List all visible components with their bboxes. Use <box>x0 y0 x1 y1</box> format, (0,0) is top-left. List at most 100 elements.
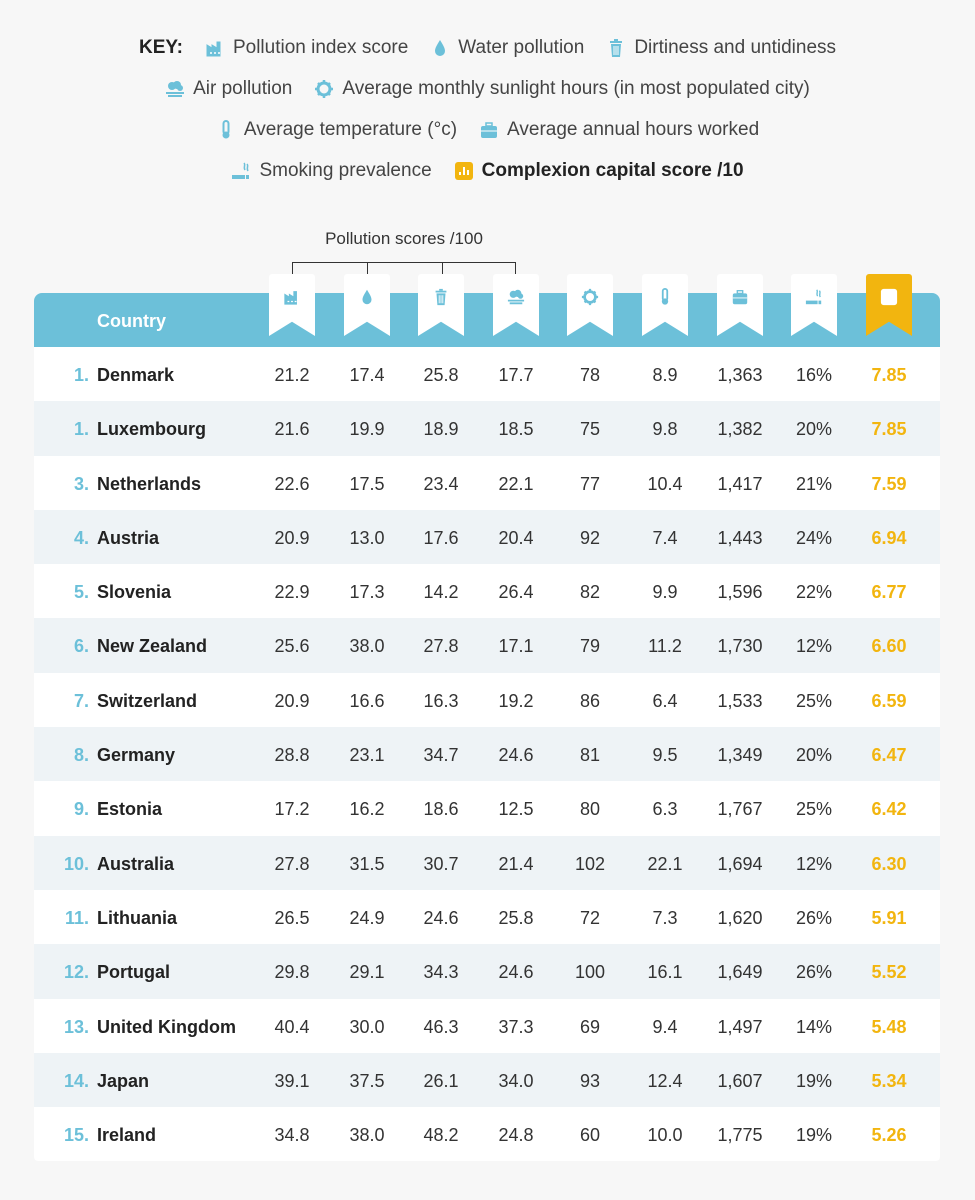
value-cell: 14.2 <box>423 582 459 603</box>
value-cell: 22.1 <box>647 853 683 874</box>
value-cell: 25.8 <box>423 365 459 385</box>
value-cell: 9.5 <box>652 745 678 766</box>
key-item-label: Water pollution <box>458 36 585 58</box>
key-item: Average monthly sunlight hours (in most … <box>314 78 810 100</box>
value-cell: 1,649 <box>717 962 763 983</box>
value-cell: 30.0 <box>349 1016 385 1037</box>
thermometer-icon <box>222 119 230 138</box>
water-drop-icon <box>362 289 372 305</box>
key-item: Average temperature (°c) <box>216 119 457 141</box>
value-cell: 18.5 <box>498 419 534 440</box>
key-item-label: Average monthly sunlight hours (in most … <box>342 77 810 99</box>
water-drop-icon <box>435 39 446 56</box>
value-cell: 19.2 <box>498 690 534 711</box>
value-cell: 22.9 <box>274 582 310 603</box>
value-cell: 37.3 <box>498 1016 534 1037</box>
score-cell: 5.91 <box>871 907 907 928</box>
value-cell: 18.9 <box>423 419 459 440</box>
trash-can-icon <box>435 288 447 306</box>
column-header-ribbon <box>269 274 315 336</box>
value-cell: 31.5 <box>349 853 385 874</box>
value-cell: 1,596 <box>717 582 763 603</box>
value-cell: 19% <box>795 1125 833 1146</box>
value-cell: 46.3 <box>423 1016 459 1037</box>
table-header: Country <box>34 274 940 347</box>
value-cell: 28.8 <box>274 745 310 766</box>
key-line: Average temperature (°c) Average annual h… <box>0 109 975 150</box>
sun-icon <box>581 288 599 306</box>
bar-chart-icon <box>454 161 473 180</box>
value-cell: 23.1 <box>349 745 385 766</box>
key-line: Air pollution Average monthly sunlight ho… <box>0 68 975 109</box>
value-cell: 75 <box>579 419 601 440</box>
value-cell: 10.4 <box>647 473 683 494</box>
value-cell: 22% <box>795 582 833 603</box>
value-cell: 12.5 <box>498 799 534 820</box>
value-cell: 21.4 <box>498 853 534 874</box>
ranking-table: Country 1. Denmark 21.2 17.4 25.8 17.7 78 8.9… <box>34 274 940 1162</box>
table-row: 10. Australia 27.8 31.5 30.7 21.4 102 22.1 1,6… <box>34 835 940 890</box>
value-cell: 81 <box>579 745 601 766</box>
value-cell: 16.3 <box>423 690 459 711</box>
score-cell: 7.59 <box>871 473 907 494</box>
key-item: Dirtiness and untidiness <box>606 37 836 59</box>
rank: 5. <box>73 582 89 603</box>
rank: 9. <box>73 799 89 820</box>
value-cell: 16.2 <box>349 799 385 820</box>
value-cell: 24.8 <box>498 1125 534 1146</box>
column-header-ribbon <box>567 274 613 336</box>
key-item: Air pollution <box>165 78 292 100</box>
value-cell: 17.4 <box>349 365 385 385</box>
rank: 10. <box>63 853 89 874</box>
table-row: 3. Netherlands 22.6 17.5 23.4 22.1 77 10.4 1,4… <box>34 456 940 510</box>
value-cell: 12% <box>795 853 833 874</box>
column-header-ribbon <box>418 274 464 336</box>
value-cell: 30.7 <box>423 853 459 874</box>
value-cell: 19% <box>795 1070 833 1091</box>
column-header-ribbon <box>344 274 390 336</box>
value-cell: 25% <box>795 799 833 820</box>
value-cell: 80 <box>579 799 601 820</box>
value-cell: 34.3 <box>423 962 459 983</box>
score-cell: 6.42 <box>871 799 907 820</box>
score-cell: 7.85 <box>871 419 907 440</box>
value-cell: 24.6 <box>498 745 534 766</box>
value-cell: 1,607 <box>717 1070 763 1091</box>
value-cell: 77 <box>579 473 601 494</box>
country-name: Netherlands <box>97 473 202 494</box>
value-cell: 26.4 <box>498 582 534 603</box>
table-row: 15. Ireland 34.8 38.0 48.2 24.8 60 10.0 1,775 1… <box>34 1107 940 1161</box>
score-cell: 5.52 <box>871 962 907 983</box>
score-cell: 5.48 <box>871 1016 907 1037</box>
sun-icon <box>315 79 334 98</box>
key-item-label: Air pollution <box>193 77 293 99</box>
key-item-label: Complexion capital score /10 <box>481 159 744 181</box>
value-cell: 24% <box>795 527 833 548</box>
value-cell: 34.8 <box>274 1125 310 1146</box>
country-name: United Kingdom <box>97 1016 236 1037</box>
value-cell: 26% <box>795 962 833 983</box>
country-name: Germany <box>97 745 176 766</box>
rank: 13. <box>63 1016 89 1037</box>
pollution-bracket <box>292 262 516 275</box>
rank: 6. <box>73 636 89 657</box>
table-row: 8. Germany 28.8 23.1 34.7 24.6 81 9.5 1,349 20%… <box>34 727 940 782</box>
country-name: Japan <box>97 1070 150 1091</box>
column-header-ribbon <box>866 274 912 336</box>
key-line: Smoking prevalence Complexion capital sco… <box>0 150 975 191</box>
value-cell: 21% <box>795 473 833 494</box>
value-cell: 25.6 <box>274 636 310 657</box>
value-cell: 72 <box>579 907 601 928</box>
value-cell: 20.9 <box>274 690 310 711</box>
table-row: 9. Estonia 17.2 16.2 18.6 12.5 80 6.3 1,767 25%… <box>34 781 940 835</box>
value-cell: 82 <box>579 582 601 603</box>
smog-cloud-icon <box>507 289 525 305</box>
value-cell: 22.1 <box>498 473 534 494</box>
bar-chart-icon <box>880 288 898 306</box>
value-cell: 25% <box>795 690 833 711</box>
value-cell: 26.5 <box>274 907 310 928</box>
value-cell: 24.6 <box>423 907 459 928</box>
value-cell: 78 <box>579 365 601 385</box>
value-cell: 34.7 <box>423 745 459 766</box>
key-item: Average annual hours worked <box>479 119 759 141</box>
